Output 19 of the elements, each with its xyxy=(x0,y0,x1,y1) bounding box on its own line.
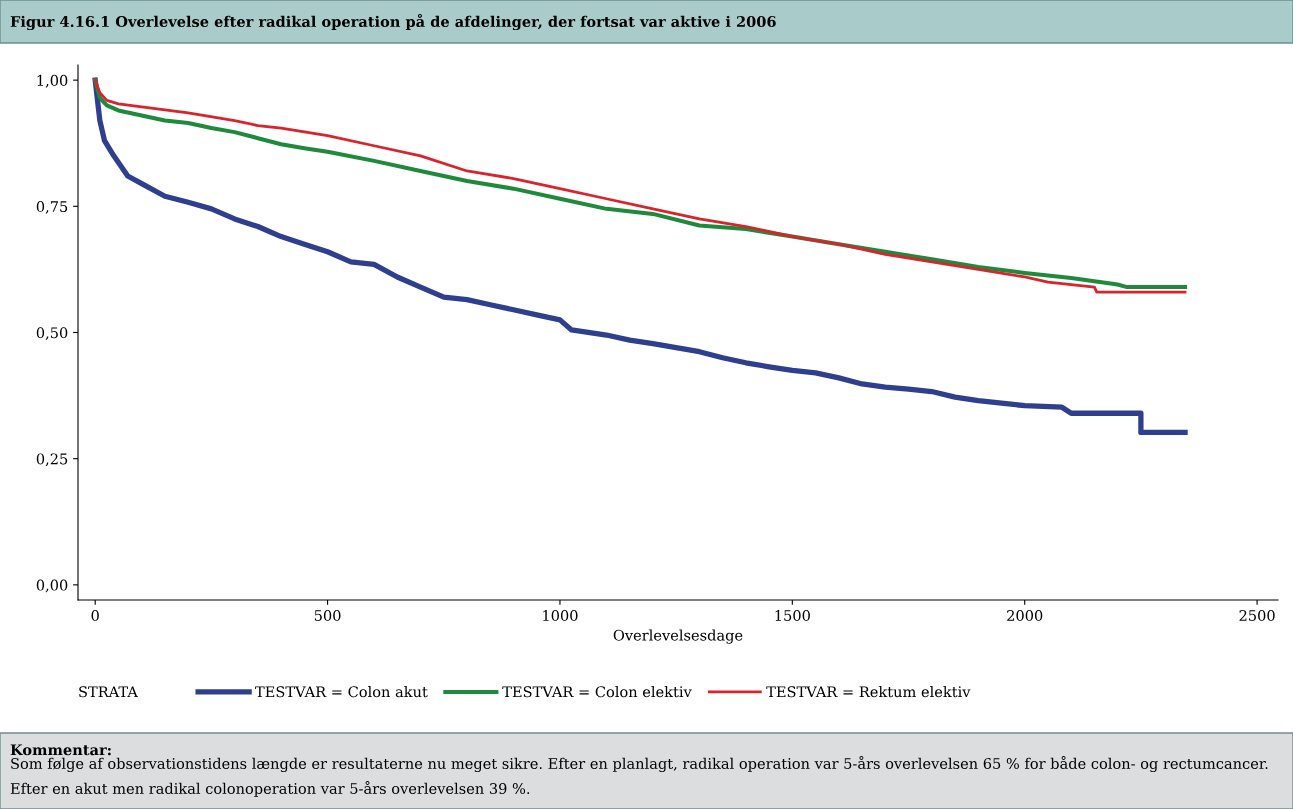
y-tick-label: 0,25 xyxy=(36,453,68,467)
legend-title: STRATA xyxy=(79,686,139,698)
text: Som følge af observationstidens længde er resultaterne nu meget sikre. Efter en planlagt, radikal operation var 5-års overlevelsen 65 % for både colon- og rectumcancer. Efter en akut men radikal colonoperation var 5-års overlevelsen 39 %. xyxy=(10,756,1268,797)
y-tick-label: 0,75 xyxy=(36,201,68,214)
x-tick-label: 2500 xyxy=(1239,609,1275,622)
text: Kommentar: xyxy=(10,744,111,756)
y-tick-label: 0,50 xyxy=(36,327,68,341)
legend-label: TESTVAR = Colon akut xyxy=(255,685,428,698)
x-tick-label: 0 xyxy=(91,609,99,622)
legend-label: TESTVAR = Colon elektiv xyxy=(502,685,692,698)
y-tick-label: 1,00 xyxy=(37,74,68,88)
x-tick-label: 1000 xyxy=(543,609,578,622)
x-tick-label: 2000 xyxy=(1007,609,1043,622)
x-tick-label: 1500 xyxy=(775,609,810,622)
chart-title: Figur 4.16.1 Overlevelse efter radikal operation på de afdelinger, der fortsat var aktive i 2006 xyxy=(10,13,776,31)
y-tick-label: 0,00 xyxy=(36,579,68,593)
x-axis-title: Overlevelsesdage xyxy=(613,629,743,644)
x-tick-label: 500 xyxy=(314,609,341,622)
legend-label: TESTVAR = Rektum elektiv xyxy=(766,685,971,698)
